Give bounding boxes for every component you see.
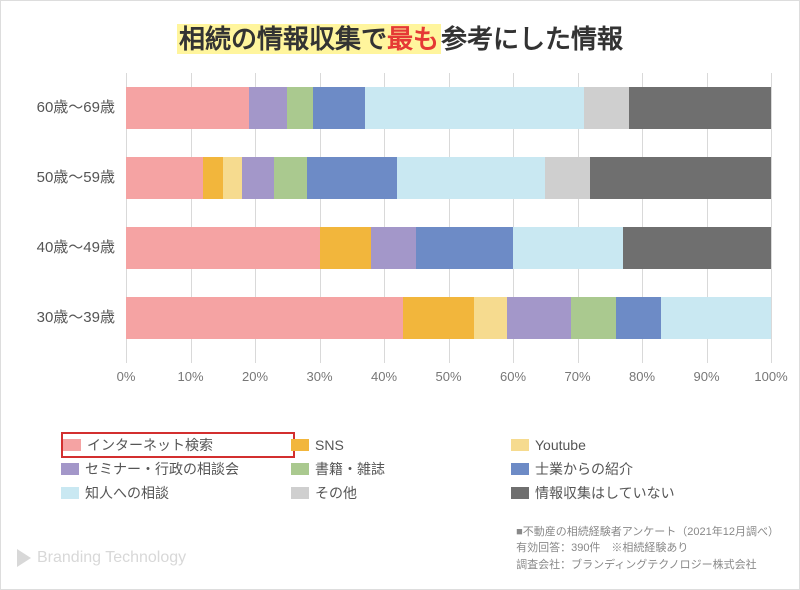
plot-region: [126, 73, 771, 363]
title-emphasis: 最も: [387, 24, 439, 54]
bar-segment-internet: [126, 87, 249, 129]
bar-segment-friends: [365, 87, 584, 129]
bar-segment-sns: [203, 157, 222, 199]
legend-swatch: [511, 439, 529, 451]
bar-row: [126, 297, 771, 339]
bar-segment-seminar: [242, 157, 274, 199]
bar-segment-internet: [126, 297, 403, 339]
y-category-label: 50歳～59歳: [31, 157, 121, 199]
bar-segment-pro: [307, 157, 397, 199]
bar-segment-friends: [513, 227, 623, 269]
legend-item-none: 情報収集はしていない: [511, 483, 731, 503]
legend-swatch: [63, 439, 81, 451]
legend-label: セミナー・行政の相談会: [85, 459, 239, 479]
bar-row: [126, 87, 771, 129]
legend-item-pro: 士業からの紹介: [511, 459, 731, 479]
x-tick-label: 0%: [117, 369, 136, 384]
legend-item-sns: SNS: [291, 435, 511, 455]
y-category-label: 40歳～49歳: [31, 227, 121, 269]
watermark-text: Branding Technology: [37, 549, 186, 567]
bar-segment-pro: [616, 297, 661, 339]
x-tick-label: 60%: [500, 369, 526, 384]
bar-segment-sns: [403, 297, 474, 339]
title-highlight: 相続の情報収集で最も: [177, 24, 441, 54]
x-tick-label: 10%: [177, 369, 203, 384]
legend-label: 書籍・雑誌: [315, 459, 385, 479]
legend-swatch: [61, 487, 79, 499]
x-tick-label: 100%: [754, 369, 787, 384]
legend-swatch: [511, 487, 529, 499]
bar-segment-other: [545, 157, 590, 199]
bar-segment-sns: [320, 227, 372, 269]
bar-row: [126, 227, 771, 269]
legend-label: インターネット検索: [87, 435, 213, 455]
bar-segment-books: [274, 157, 306, 199]
legend-swatch: [291, 463, 309, 475]
legend-label: 知人への相談: [85, 483, 169, 503]
legend-item-other: その他: [291, 483, 511, 503]
legend-label: その他: [315, 483, 357, 503]
title-pre: 相続の情報収集で: [179, 24, 387, 54]
bar-segment-pro: [416, 227, 513, 269]
bar-segment-pro: [313, 87, 365, 129]
legend-swatch: [61, 463, 79, 475]
grid-line: [771, 73, 772, 363]
footnote-line-1: ■不動産の相続経験者アンケート（2021年12月調べ）: [516, 524, 779, 541]
bar-segment-other: [584, 87, 629, 129]
watermark-icon: [17, 549, 31, 567]
bar-segment-youtube: [474, 297, 506, 339]
legend-swatch: [291, 439, 309, 451]
x-tick-label: 20%: [242, 369, 268, 384]
legend-item-friends: 知人への相談: [61, 483, 291, 503]
bar-segment-none: [623, 227, 771, 269]
bar-segment-friends: [397, 157, 545, 199]
legend: インターネット検索 SNS Youtube セミナー・行政の相談会 書籍・雑誌 士業からの…: [61, 435, 741, 503]
title-post: 参考にした情報: [441, 24, 623, 54]
legend-item-seminar: セミナー・行政の相談会: [61, 459, 291, 479]
bar-segment-youtube: [223, 157, 242, 199]
bar-segment-internet: [126, 157, 203, 199]
bar-row: [126, 157, 771, 199]
bar-segment-none: [590, 157, 771, 199]
x-tick-label: 70%: [564, 369, 590, 384]
x-tick-label: 40%: [371, 369, 397, 384]
chart-title: 相続の情報収集で最も参考にした情報: [1, 1, 799, 66]
legend-swatch: [291, 487, 309, 499]
footnote-line-2: 有効回答：390件 ※相続経験あり: [516, 540, 779, 557]
bar-segment-none: [629, 87, 771, 129]
legend-item-books: 書籍・雑誌: [291, 459, 511, 479]
bar-segment-seminar: [371, 227, 416, 269]
footnote: ■不動産の相続経験者アンケート（2021年12月調べ） 有効回答：390件 ※相…: [516, 524, 779, 574]
chart-area: 0%10%20%30%40%50%60%70%80%90%100%60歳～69歳…: [31, 73, 771, 403]
x-tick-label: 80%: [629, 369, 655, 384]
bar-segment-seminar: [507, 297, 572, 339]
bar-segment-seminar: [249, 87, 288, 129]
footnote-line-3: 調査会社：ブランディングテクノロジー株式会社: [516, 557, 779, 574]
y-category-label: 60歳～69歳: [31, 87, 121, 129]
legend-swatch: [511, 463, 529, 475]
x-tick-label: 50%: [435, 369, 461, 384]
bar-segment-friends: [661, 297, 771, 339]
bar-segment-internet: [126, 227, 320, 269]
legend-label: 士業からの紹介: [535, 459, 633, 479]
bar-segment-books: [571, 297, 616, 339]
watermark: Branding Technology: [17, 549, 186, 567]
x-tick-label: 90%: [693, 369, 719, 384]
legend-label: 情報収集はしていない: [535, 483, 675, 503]
x-tick-label: 30%: [306, 369, 332, 384]
bar-segment-books: [287, 87, 313, 129]
legend-item-youtube: Youtube: [511, 435, 731, 455]
legend-label: SNS: [315, 437, 344, 453]
legend-item-internet: インターネット検索: [61, 432, 295, 458]
y-category-label: 30歳～39歳: [31, 297, 121, 339]
legend-label: Youtube: [535, 437, 586, 453]
